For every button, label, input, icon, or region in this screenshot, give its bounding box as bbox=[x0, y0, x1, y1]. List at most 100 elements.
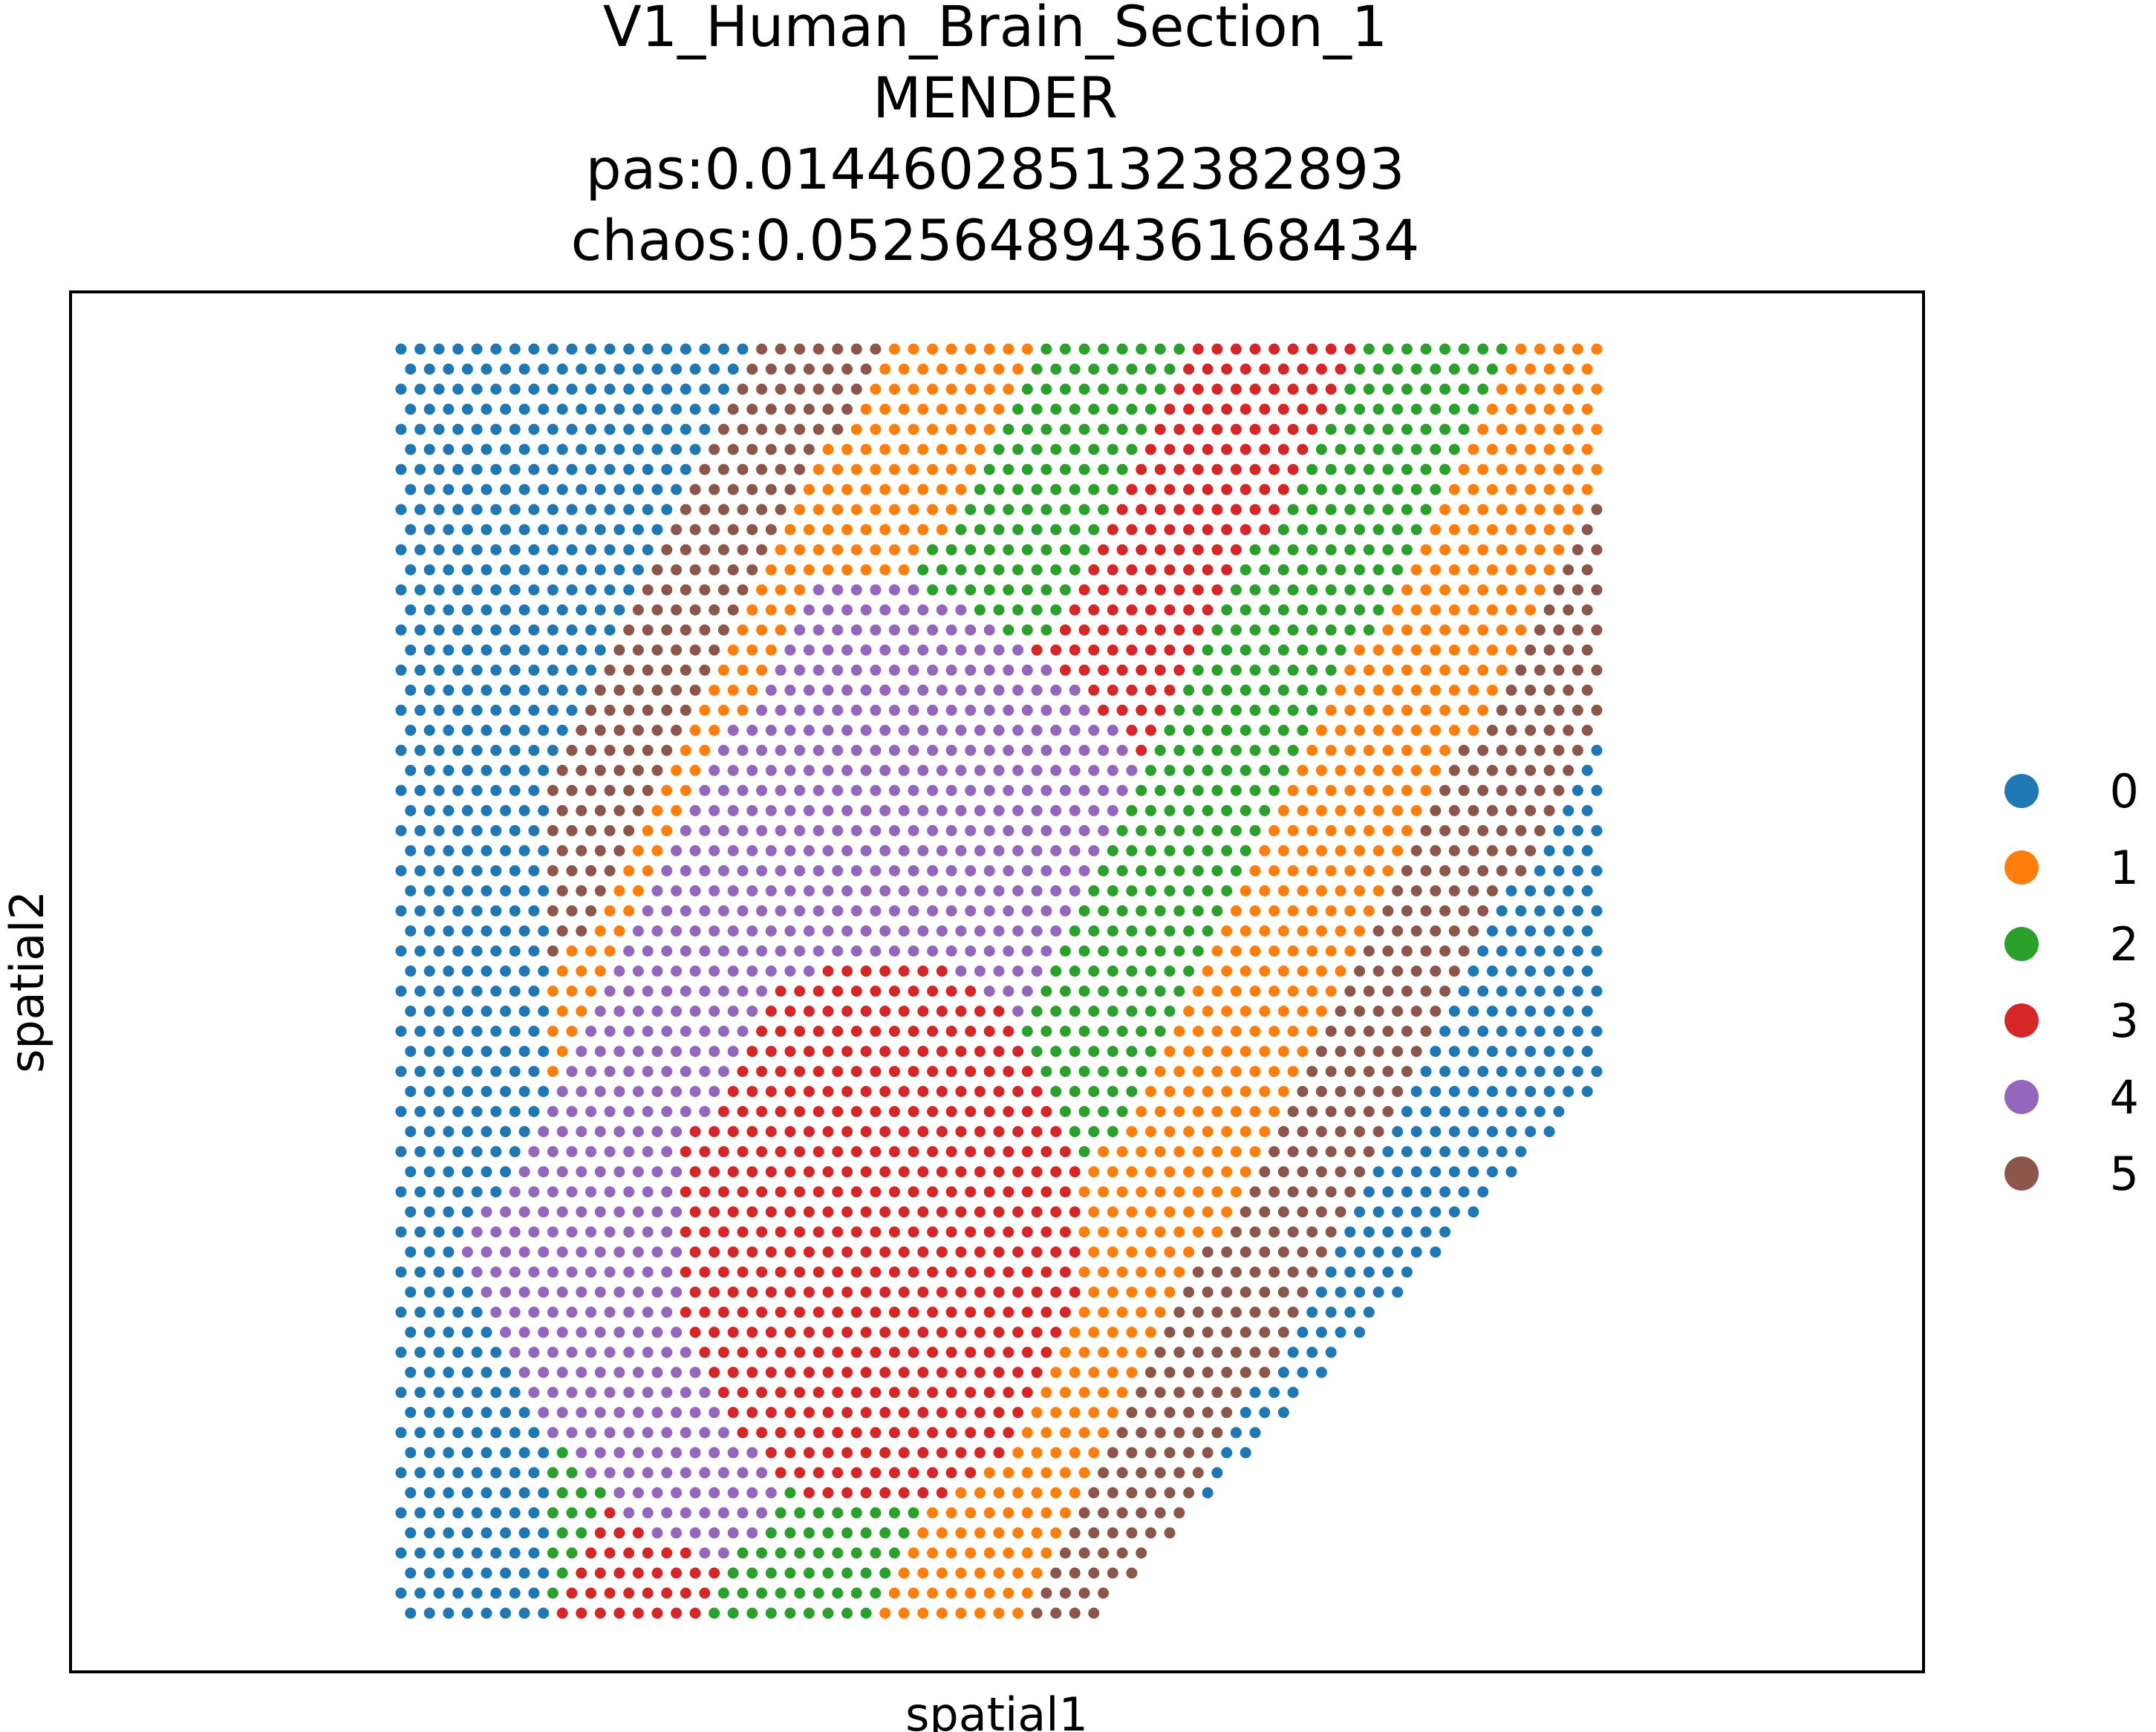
scatter-point-1326 bbox=[1458, 744, 1470, 756]
scatter-point-1781 bbox=[452, 905, 464, 917]
scatter-point-124 bbox=[1543, 363, 1555, 375]
scatter-point-3055 bbox=[689, 1326, 701, 1338]
scatter-point-1004 bbox=[1372, 644, 1384, 656]
scatter-point-2696 bbox=[1173, 1186, 1185, 1198]
scatter-point-2594 bbox=[1496, 1146, 1508, 1158]
scatter-point-641 bbox=[509, 544, 521, 556]
scatter-point-24 bbox=[850, 343, 862, 355]
scatter-point-2768 bbox=[1448, 1206, 1460, 1218]
scatter-point-3363 bbox=[1012, 1447, 1024, 1459]
scatter-point-654 bbox=[756, 544, 768, 556]
scatter-point-1214 bbox=[538, 724, 550, 736]
scatter-point-1477 bbox=[709, 804, 720, 816]
scatter-point-168 bbox=[1173, 383, 1185, 395]
scatter-point-181 bbox=[1420, 383, 1432, 395]
scatter-point-2417 bbox=[471, 1106, 483, 1118]
scatter-point-10 bbox=[585, 343, 597, 355]
scatter-point-3109 bbox=[737, 1347, 749, 1358]
scatter-point-2435 bbox=[812, 1106, 824, 1118]
scatter-point-2332 bbox=[1268, 1066, 1280, 1078]
scatter-point-2558 bbox=[812, 1146, 824, 1158]
scatter-point-2656 bbox=[414, 1186, 426, 1198]
scatter-point-617 bbox=[1259, 524, 1271, 535]
scatter-point-659 bbox=[850, 544, 862, 556]
scatter-point-91 bbox=[917, 363, 929, 375]
scatter-point-1570 bbox=[1268, 824, 1280, 836]
scatter-point-3532 bbox=[917, 1527, 929, 1539]
scatter-point-850 bbox=[860, 604, 872, 616]
scatter-point-1832 bbox=[1420, 905, 1432, 917]
scatter-point-2762 bbox=[1335, 1206, 1346, 1218]
scatter-point-879 bbox=[1410, 604, 1422, 616]
scatter-point-454 bbox=[576, 484, 587, 495]
scatter-point-371 bbox=[1410, 443, 1422, 455]
scatter-point-2389 bbox=[1144, 1086, 1156, 1098]
scatter-point-250 bbox=[1525, 403, 1537, 415]
scatter-point-490 bbox=[1259, 484, 1271, 495]
scatter-point-766 bbox=[471, 584, 483, 596]
scatter-point-125 bbox=[1563, 363, 1574, 375]
scatter-point-491 bbox=[1277, 484, 1289, 495]
scatter-point-1803 bbox=[870, 905, 882, 917]
scatter-point-183 bbox=[1458, 383, 1470, 395]
scatter-point-2927 bbox=[1268, 1266, 1280, 1278]
scatter-point-359 bbox=[1183, 443, 1195, 455]
scatter-point-768 bbox=[509, 584, 521, 596]
scatter-point-3113 bbox=[812, 1347, 824, 1358]
scatter-point-917 bbox=[927, 624, 939, 636]
scatter-point-969 bbox=[709, 644, 720, 656]
scatter-point-1248 bbox=[1183, 724, 1195, 736]
scatter-point-291 bbox=[1098, 423, 1110, 435]
scatter-point-2432 bbox=[756, 1106, 768, 1118]
scatter-point-842 bbox=[709, 604, 720, 616]
scatter-point-3528 bbox=[841, 1527, 853, 1539]
scatter-point-2797 bbox=[908, 1226, 919, 1238]
scatter-point-2936 bbox=[423, 1286, 435, 1298]
scatter-point-2967 bbox=[1012, 1286, 1024, 1298]
scatter-point-3153 bbox=[632, 1367, 644, 1378]
scatter-point-3137 bbox=[1268, 1347, 1280, 1358]
scatter-point-809 bbox=[1287, 584, 1299, 596]
scatter-point-1617 bbox=[955, 844, 967, 856]
scatter-point-3585 bbox=[1136, 1547, 1147, 1559]
scatter-point-2289 bbox=[452, 1066, 464, 1078]
scatter-point-2096 bbox=[405, 1006, 417, 1017]
scatter-point-3093 bbox=[433, 1347, 445, 1358]
scatter-point-3275 bbox=[1107, 1407, 1118, 1419]
scatter-point-709 bbox=[594, 564, 606, 576]
scatter-point-2649 bbox=[1410, 1166, 1422, 1178]
scatter-point-1252 bbox=[1259, 724, 1271, 736]
scatter-point-2969 bbox=[1050, 1286, 1062, 1298]
scatter-point-1016 bbox=[395, 664, 407, 676]
scatter-point-2427 bbox=[661, 1106, 673, 1118]
scatter-point-18 bbox=[737, 343, 749, 355]
scatter-point-1151 bbox=[547, 704, 558, 716]
scatter-point-2441 bbox=[927, 1106, 939, 1118]
scatter-point-2117 bbox=[803, 1006, 815, 1017]
scatter-point-3102 bbox=[604, 1347, 616, 1358]
scatter-point-1144 bbox=[414, 704, 426, 716]
scatter-point-3048 bbox=[556, 1326, 568, 1338]
scatter-point-2506 bbox=[993, 1126, 1005, 1138]
scatter-point-2253 bbox=[974, 1046, 986, 1058]
scatter-point-2671 bbox=[699, 1186, 711, 1198]
scatter-point-41 bbox=[1173, 343, 1185, 355]
scatter-point-2688 bbox=[1021, 1186, 1033, 1198]
scatter-point-1733 bbox=[746, 885, 758, 896]
scatter-point-2087 bbox=[1439, 986, 1451, 997]
scatter-point-2028 bbox=[1525, 966, 1537, 977]
scatter-point-2813 bbox=[1211, 1226, 1223, 1238]
scatter-point-1642 bbox=[1430, 844, 1442, 856]
scatter-point-2451 bbox=[1116, 1106, 1128, 1118]
scatter-point-383 bbox=[433, 463, 445, 475]
scatter-point-2034 bbox=[433, 986, 445, 997]
scatter-point-2368 bbox=[746, 1086, 758, 1098]
scatter-point-504 bbox=[1525, 484, 1537, 495]
scatter-point-715 bbox=[709, 564, 720, 576]
scatter-point-691 bbox=[1458, 544, 1470, 556]
scatter-point-346 bbox=[936, 443, 948, 455]
scatter-point-2690 bbox=[1059, 1186, 1071, 1198]
scatter-point-3568 bbox=[812, 1547, 824, 1559]
scatter-point-2106 bbox=[594, 1006, 606, 1017]
scatter-point-506 bbox=[1563, 484, 1574, 495]
